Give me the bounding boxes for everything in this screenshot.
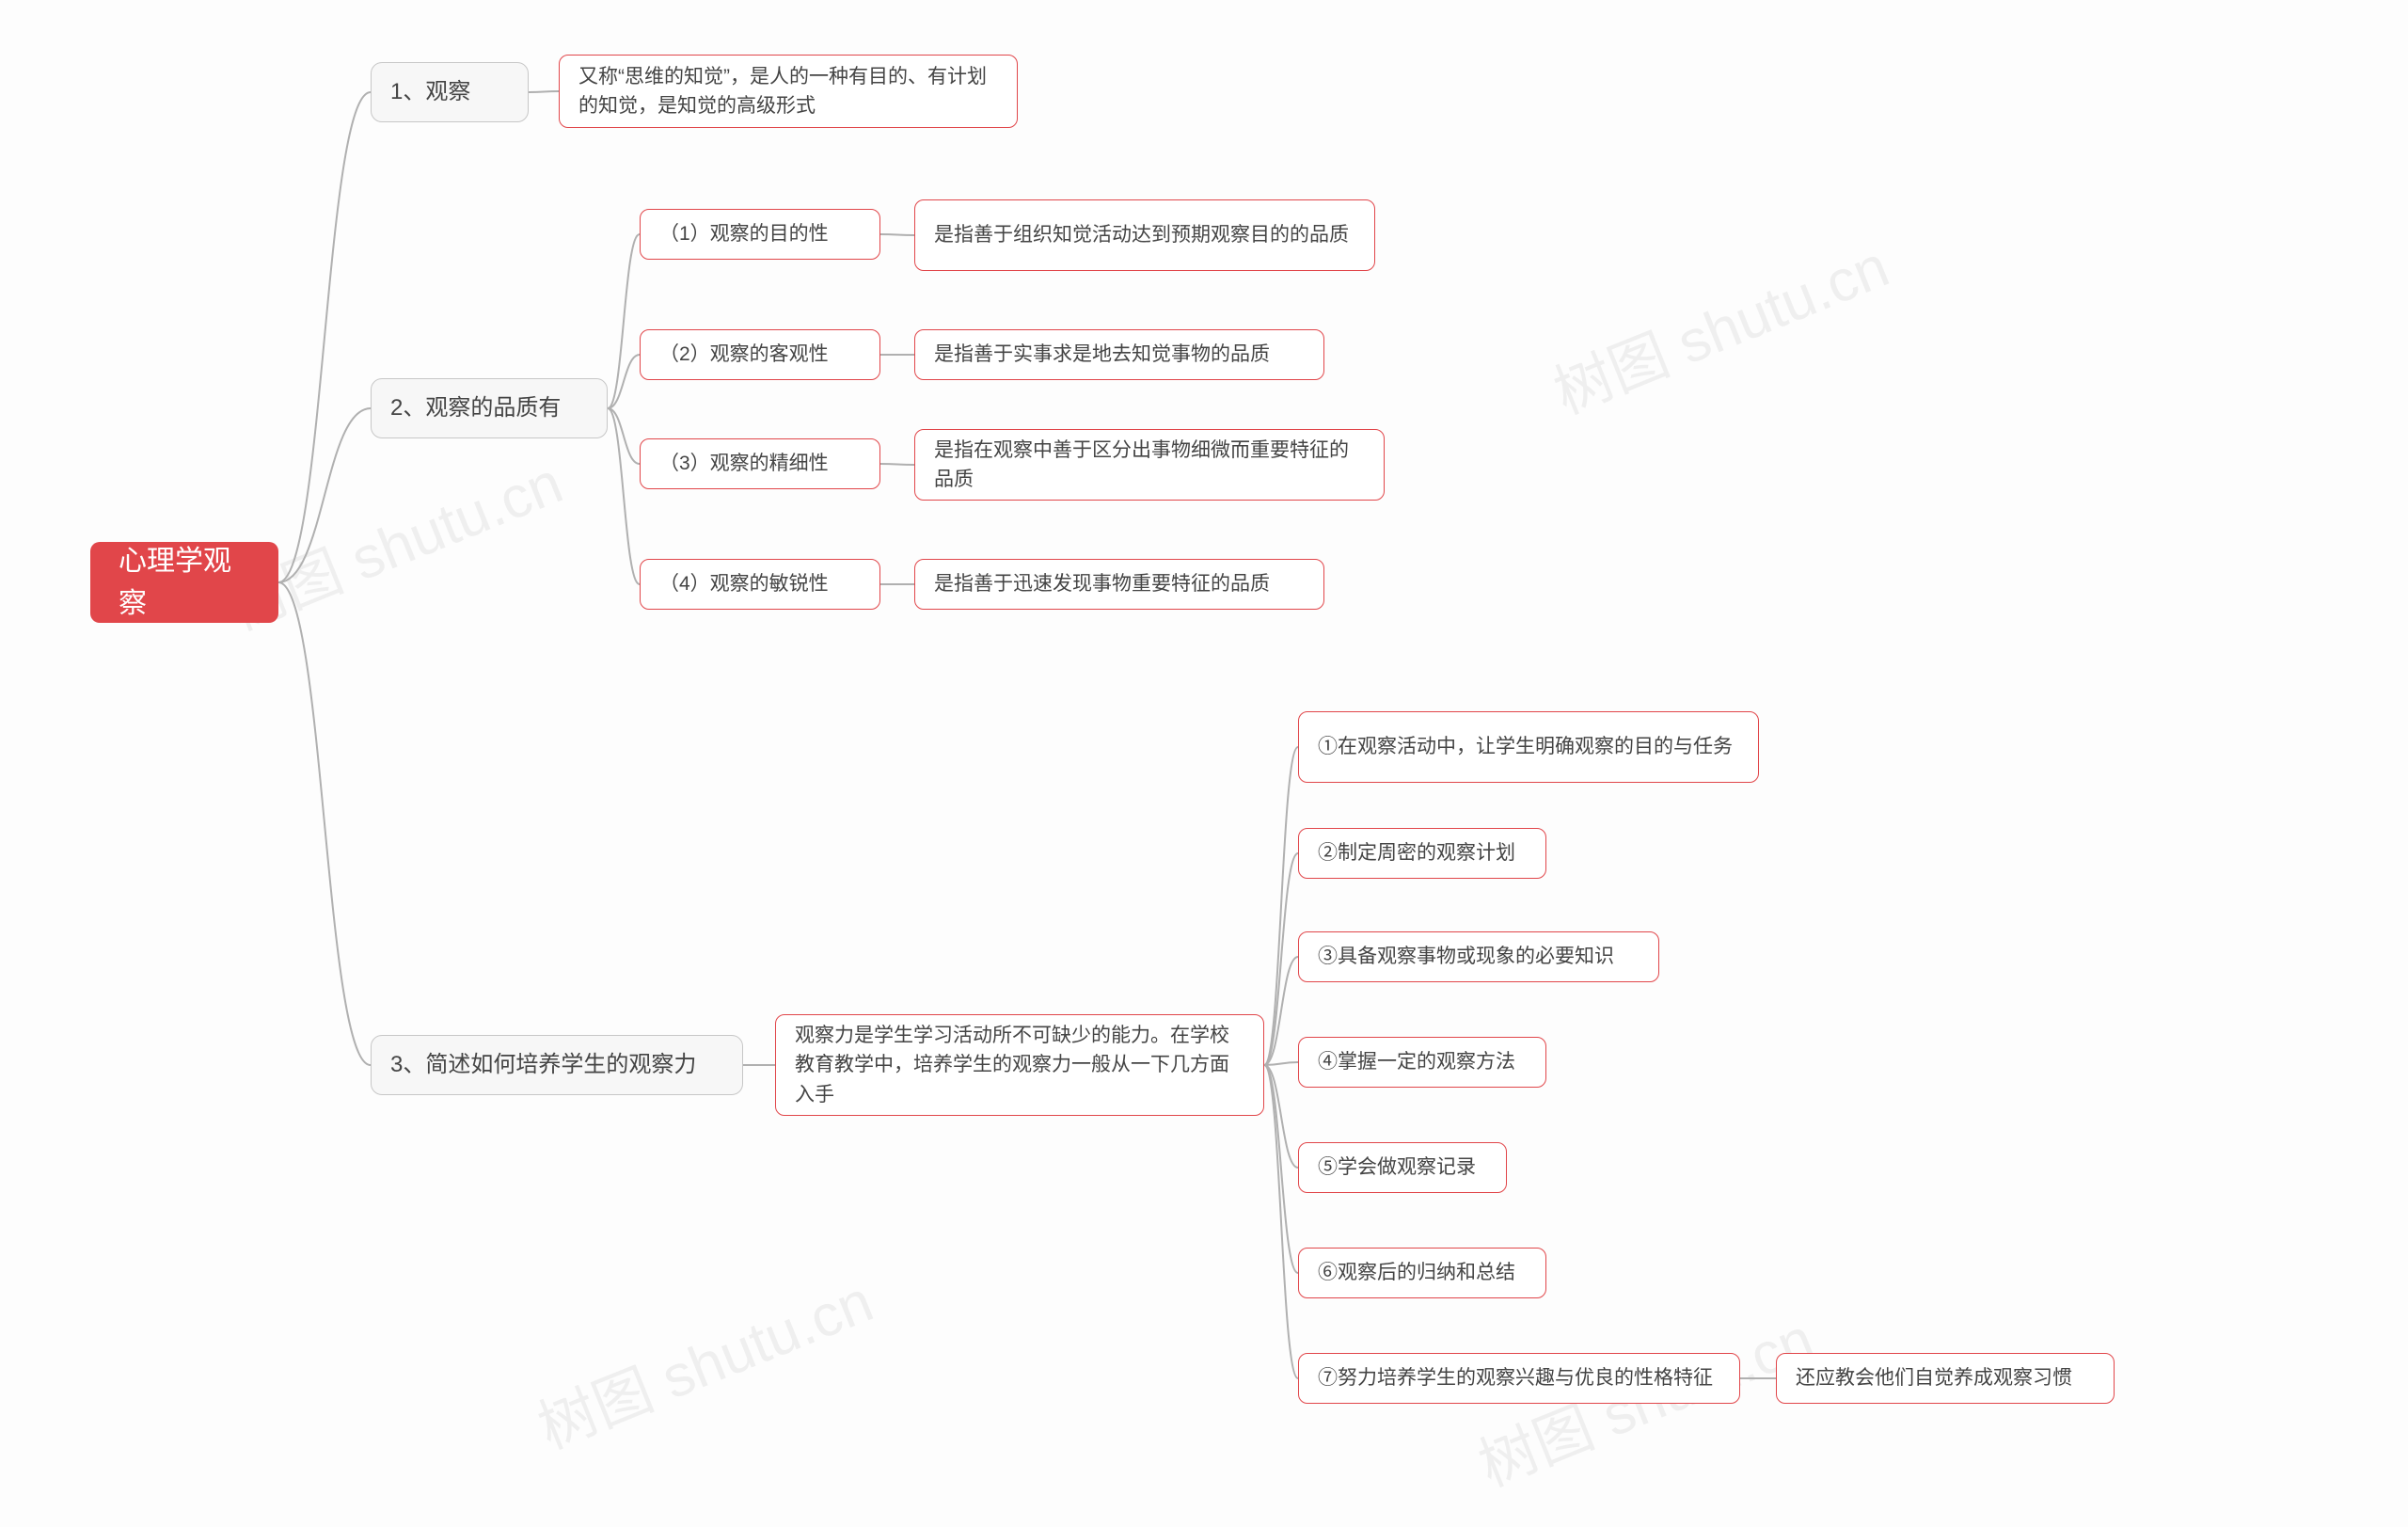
- leaf-label: 是指善于实事求是地去知觉事物的品质: [934, 340, 1270, 370]
- leaf-label: ⑤学会做观察记录: [1318, 1153, 1476, 1183]
- leaf-node[interactable]: ⑦努力培养学生的观察兴趣与优良的性格特征: [1298, 1353, 1740, 1404]
- mindmap-canvas: 树图 shutu.cn 树图 shutu.cn 树图 shutu.cn 树图 s…: [0, 0, 2408, 1527]
- branch-3[interactable]: 3、简述如何培养学生的观察力: [371, 1035, 743, 1095]
- leaf-node[interactable]: 是指善于迅速发现事物重要特征的品质: [914, 559, 1324, 610]
- leaf-label: 还应教会他们自觉养成观察习惯: [1796, 1363, 2072, 1393]
- leaf-label: 是指善于组织知觉活动达到预期观察目的的品质: [934, 220, 1349, 250]
- root-node[interactable]: 心理学观察: [90, 542, 278, 623]
- leaf-node[interactable]: ⑥观察后的归纳和总结: [1298, 1248, 1546, 1298]
- branch-label: 3、简述如何培养学生的观察力: [390, 1048, 696, 1082]
- branch-2[interactable]: 2、观察的品质有: [371, 378, 608, 438]
- leaf-label: ③具备观察事物或现象的必要知识: [1318, 942, 1614, 972]
- leaf-label: ⑥观察后的归纳和总结: [1318, 1258, 1515, 1288]
- leaf-label: ①在观察活动中，让学生明确观察的目的与任务: [1318, 732, 1733, 762]
- leaf-label: ⑦努力培养学生的观察兴趣与优良的性格特征: [1318, 1363, 1713, 1393]
- leaf-node[interactable]: 是指善于组织知觉活动达到预期观察目的的品质: [914, 199, 1375, 271]
- watermark: 树图 shutu.cn: [1540, 219, 1899, 430]
- leaf-label: 又称“思维的知觉”，是人的一种有目的、有计划的知觉，是知觉的高级形式: [578, 62, 998, 121]
- watermark: 树图 shutu.cn: [524, 1254, 883, 1465]
- leaf-label: ②制定周密的观察计划: [1318, 838, 1515, 868]
- leaf-node[interactable]: 还应教会他们自觉养成观察习惯: [1776, 1353, 2115, 1404]
- leaf-node[interactable]: 观察力是学生学习活动所不可缺少的能力。在学校教育教学中，培养学生的观察力一般从一…: [775, 1014, 1264, 1116]
- leaf-node[interactable]: ④掌握一定的观察方法: [1298, 1037, 1546, 1088]
- leaf-node[interactable]: ⑤学会做观察记录: [1298, 1142, 1507, 1193]
- leaf-node[interactable]: （1）观察的目的性: [640, 209, 880, 260]
- leaf-node[interactable]: （4）观察的敏锐性: [640, 559, 880, 610]
- leaf-label: 观察力是学生学习活动所不可缺少的能力。在学校教育教学中，培养学生的观察力一般从一…: [795, 1021, 1244, 1110]
- leaf-label: （4）观察的敏锐性: [659, 569, 829, 599]
- leaf-label: ④掌握一定的观察方法: [1318, 1047, 1515, 1077]
- leaf-node[interactable]: ①在观察活动中，让学生明确观察的目的与任务: [1298, 711, 1759, 783]
- leaf-node[interactable]: 是指在观察中善于区分出事物细微而重要特征的品质: [914, 429, 1385, 501]
- leaf-node[interactable]: 又称“思维的知觉”，是人的一种有目的、有计划的知觉，是知觉的高级形式: [559, 55, 1018, 128]
- leaf-node[interactable]: ③具备观察事物或现象的必要知识: [1298, 931, 1659, 982]
- leaf-node[interactable]: （3）观察的精细性: [640, 438, 880, 489]
- leaf-label: 是指在观察中善于区分出事物细微而重要特征的品质: [934, 436, 1365, 495]
- leaf-node[interactable]: 是指善于实事求是地去知觉事物的品质: [914, 329, 1324, 380]
- branch-label: 2、观察的品质有: [390, 391, 561, 425]
- leaf-node[interactable]: （2）观察的客观性: [640, 329, 880, 380]
- leaf-label: （2）观察的客观性: [659, 340, 829, 370]
- branch-label: 1、观察: [390, 75, 470, 109]
- root-label: 心理学观察: [119, 540, 250, 625]
- branch-1[interactable]: 1、观察: [371, 62, 529, 122]
- leaf-node[interactable]: ②制定周密的观察计划: [1298, 828, 1546, 879]
- leaf-label: （1）观察的目的性: [659, 219, 829, 249]
- leaf-label: （3）观察的精细性: [659, 449, 829, 479]
- leaf-label: 是指善于迅速发现事物重要特征的品质: [934, 569, 1270, 599]
